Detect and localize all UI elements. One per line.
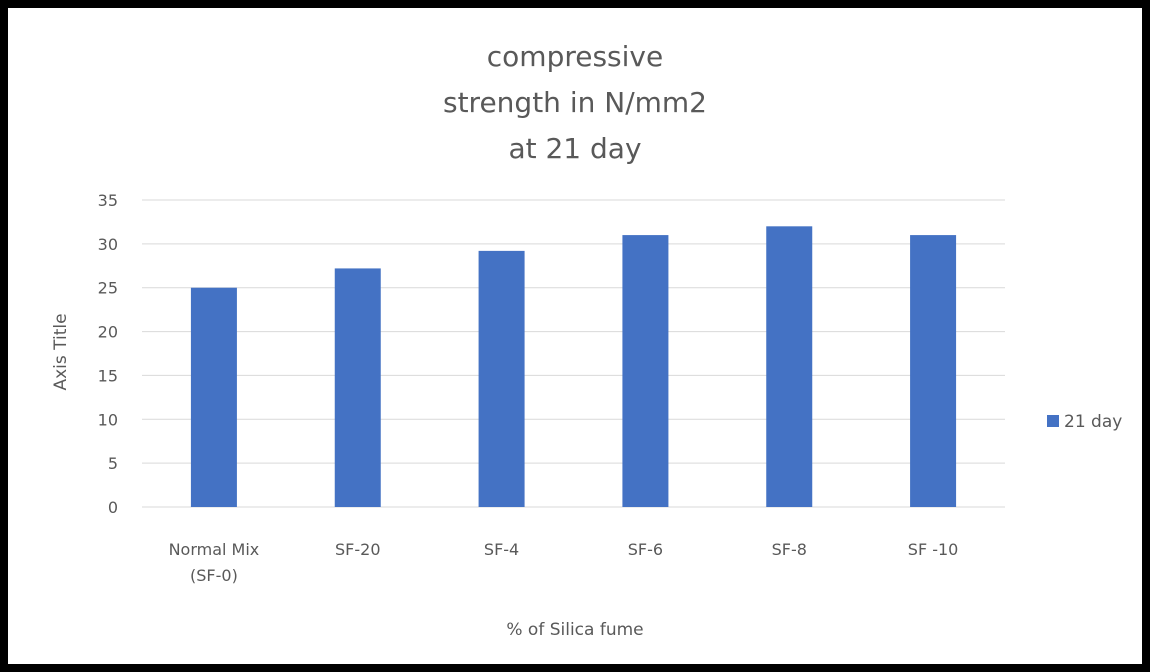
legend-swatch-21-day [1047, 415, 1059, 427]
x-tick-label: (SF-0) [190, 566, 238, 585]
y-tick-label: 30 [98, 235, 118, 254]
x-tick-label: Normal Mix [169, 540, 260, 559]
x-tick-label: SF-6 [628, 540, 663, 559]
legend-label-21-day: 21 day [1064, 412, 1122, 432]
y-tick-label: 20 [98, 323, 118, 342]
x-tick-label: SF-4 [484, 540, 519, 559]
y-axis-ticks: 0 5 10 15 20 25 30 35 [98, 191, 118, 517]
x-tick-label: SF-8 [772, 540, 807, 559]
x-tick-label: SF-20 [335, 540, 381, 559]
bar-5 [910, 235, 957, 508]
legend: 21 day [1047, 412, 1122, 432]
y-tick-label: 25 [98, 279, 118, 298]
chart-title: compressive strength in N/mm2 at 21 day [443, 40, 707, 165]
y-tick-label: 35 [98, 191, 118, 210]
bar-4 [766, 226, 813, 508]
bar-1 [334, 268, 381, 507]
chart-title-line-1: compressive [487, 40, 663, 73]
y-tick-label: 5 [108, 454, 118, 473]
x-tick-label: SF -10 [908, 540, 959, 559]
chart-title-line-2: strength in N/mm2 [443, 86, 707, 119]
bars [190, 226, 957, 508]
y-tick-label: 0 [108, 498, 118, 517]
bar-3 [622, 235, 669, 508]
y-tick-label: 10 [98, 410, 118, 429]
chart-title-line-3: at 21 day [508, 132, 641, 165]
x-axis-ticks: Normal Mix (SF-0) SF-20 SF-4 SF-6 SF-8 SF -10 [169, 540, 959, 585]
x-axis-label: % of Silica fume [506, 620, 643, 640]
bar-0 [190, 287, 237, 507]
gridlines [142, 199, 1005, 508]
bar-2 [478, 250, 525, 508]
y-tick-label: 15 [98, 366, 118, 385]
y-axis-label: Axis Title [51, 313, 71, 390]
